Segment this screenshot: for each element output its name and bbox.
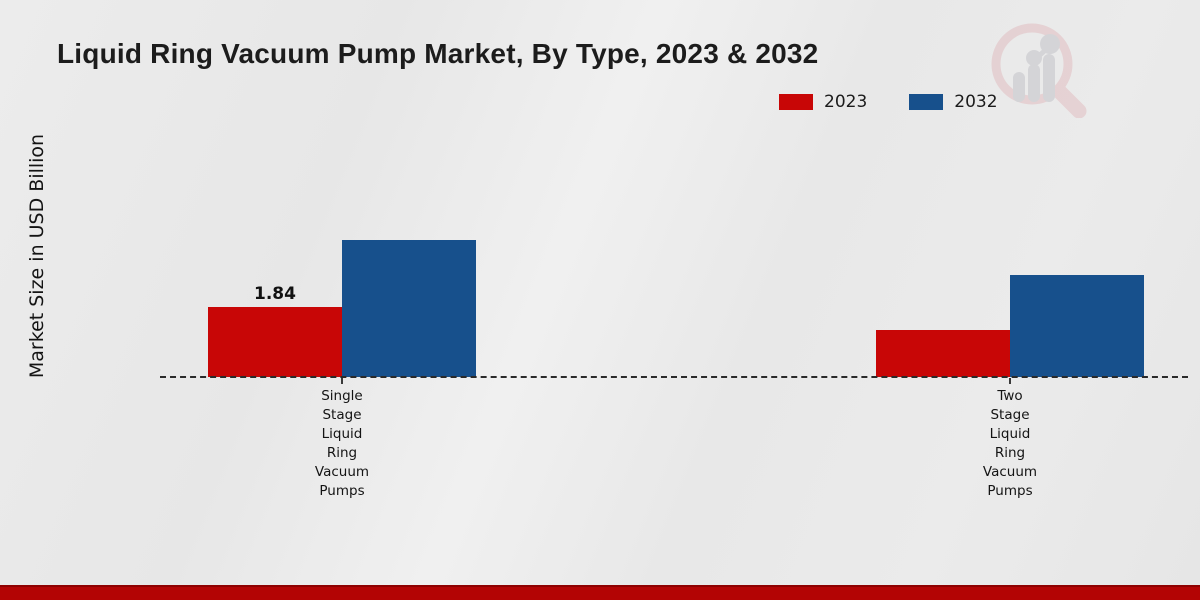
category-label-single-stage: Single Stage Liquid Ring Vacuum Pumps (314, 388, 370, 499)
bar-2032-single-stage (342, 240, 476, 377)
magnifier-bar-chart-logo-icon (991, 23, 1087, 118)
x-axis-tick-single-stage (341, 378, 343, 384)
legend-label-2032: 2032 (954, 92, 998, 112)
bar-2023-two-stage (876, 330, 1010, 377)
legend-item-2023: 2023 (779, 92, 867, 112)
footer-accent-bar (0, 585, 1200, 600)
chart-title: Liquid Ring Vacuum Pump Market, By Type,… (57, 38, 819, 69)
legend-swatch-2032 (909, 94, 944, 110)
x-axis-tick-two-stage (1009, 378, 1011, 384)
category-label-two-stage: Two Stage Liquid Ring Vacuum Pumps (982, 388, 1038, 499)
x-axis-baseline (160, 376, 1188, 378)
bar-value-label: 1.84 (254, 284, 296, 304)
legend-label-2023: 2023 (824, 92, 868, 112)
bar-2023-single-stage (208, 307, 342, 377)
legend-swatch-2023 (779, 94, 813, 110)
legend-item-2032: 2032 (909, 92, 998, 112)
bar-2032-two-stage (1010, 275, 1144, 377)
legend: 2023 2032 (779, 92, 998, 112)
